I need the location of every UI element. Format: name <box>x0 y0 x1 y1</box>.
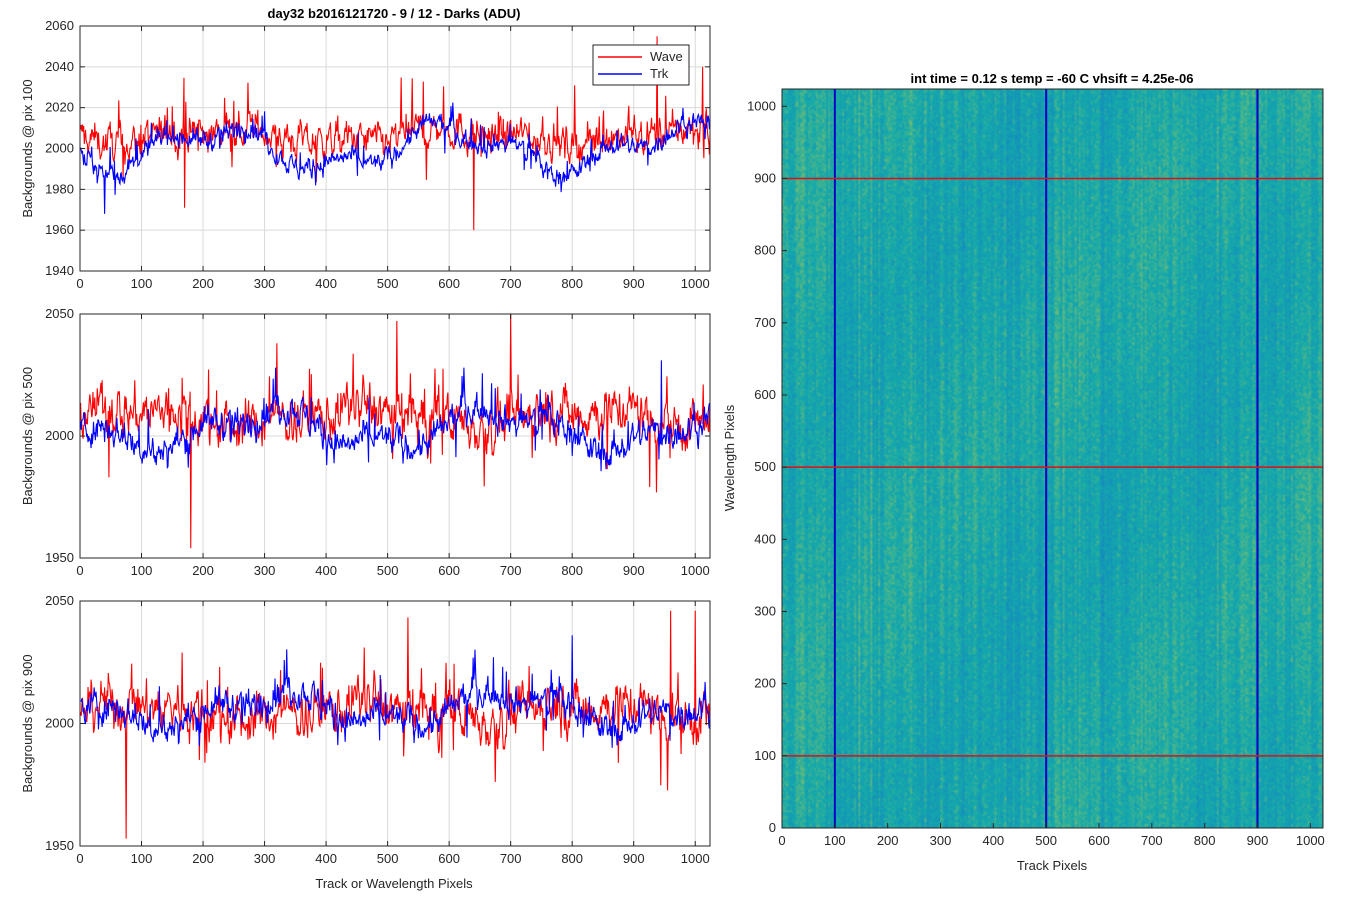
y-tick-label: 2000 <box>45 428 74 443</box>
heatmap-x-tick-label: 300 <box>930 833 952 848</box>
legend: Wave Trk <box>592 44 690 86</box>
heatmap-y-tick-label: 600 <box>754 387 776 402</box>
heatmap-y-tick-label: 0 <box>769 820 776 835</box>
right-title: int time = 0.12 s temp = -60 C vhsift = … <box>911 71 1194 86</box>
left-title: day32 b2016121720 - 9 / 12 - Darks (ADU) <box>268 6 521 21</box>
heatmap-frame <box>781 88 1324 829</box>
y-tick-label: 1950 <box>45 550 74 565</box>
x-tick-label: 900 <box>623 563 645 578</box>
heatmap-x-tick-label: 600 <box>1088 833 1110 848</box>
heatmap-y-tick-label: 100 <box>754 748 776 763</box>
x-tick-label: 1000 <box>681 276 710 291</box>
legend-trk-label: Trk <box>650 66 669 81</box>
x-tick-label: 800 <box>561 851 583 866</box>
y-tick-label: 2050 <box>45 593 74 608</box>
x-tick-label: 700 <box>500 276 522 291</box>
x-tick-label: 900 <box>623 276 645 291</box>
heatmap-y-tick-label: 500 <box>754 459 776 474</box>
y-tick-label: 1940 <box>45 263 74 278</box>
x-tick-label: 1000 <box>681 563 710 578</box>
x-tick-label: 300 <box>254 851 276 866</box>
x-tick-label: 900 <box>623 851 645 866</box>
right-ylabel: Wavelength Pixels <box>722 404 737 511</box>
x-tick-label: 100 <box>131 851 153 866</box>
x-tick-label: 600 <box>438 276 460 291</box>
y-tick-label: 1960 <box>45 222 74 237</box>
heatmap-y-tick-label: 800 <box>754 243 776 258</box>
x-tick-label: 100 <box>131 276 153 291</box>
x-tick-label: 500 <box>377 276 399 291</box>
heatmap-x-tick-label: 400 <box>982 833 1004 848</box>
heatmap-y-tick-label: 1000 <box>747 98 776 113</box>
heatmap-x-tick-label: 800 <box>1194 833 1216 848</box>
x-tick-label: 200 <box>192 563 214 578</box>
y-tick-label: 2020 <box>45 100 74 115</box>
heatmap-x-tick-label: 700 <box>1141 833 1163 848</box>
x-tick-label: 200 <box>192 851 214 866</box>
x-tick-label: 0 <box>76 851 83 866</box>
heatmap-x-tick-label: 900 <box>1247 833 1269 848</box>
heatmap-y-tick-label: 200 <box>754 676 776 691</box>
x-tick-label: 0 <box>76 276 83 291</box>
y-axis-label: Backgrounds @ pix 500 <box>20 367 35 505</box>
y-tick-label: 2000 <box>45 141 74 156</box>
heatmap-panel: 0 100 200 300 400 500 600 700 800 900 1000 0 100 200 3… <box>747 88 1325 848</box>
x-tick-label: 400 <box>315 851 337 866</box>
x-tick-label: 600 <box>438 851 460 866</box>
series-trk-line <box>80 360 711 472</box>
heatmap-x-tick-label: 200 <box>877 833 899 848</box>
y-axis-label: Backgrounds @ pix 100 <box>20 79 35 217</box>
y-tick-label: 1980 <box>45 181 74 196</box>
x-tick-label: 200 <box>192 276 214 291</box>
panel-pix-900: 0 100 200 300 400 500 600 700 800 900 1000 1950 2000… <box>20 593 711 866</box>
legend-box <box>592 44 690 86</box>
series-trk-line <box>80 102 711 214</box>
heatmap-x-tick-label: 100 <box>824 833 846 848</box>
x-tick-label: 500 <box>377 563 399 578</box>
x-tick-label: 600 <box>438 563 460 578</box>
heatmap-x-tick-label: 0 <box>778 833 785 848</box>
heatmap-image <box>782 89 1323 828</box>
x-tick-label: 300 <box>254 276 276 291</box>
x-tick-label: 300 <box>254 563 276 578</box>
y-tick-label: 2060 <box>45 18 74 33</box>
heatmap-y-tick-label: 300 <box>754 603 776 618</box>
series-wave-line <box>80 36 711 231</box>
heatmap-y-tick-label: 400 <box>754 531 776 546</box>
left-xlabel: Track or Wavelength Pixels <box>315 876 473 891</box>
x-tick-label: 400 <box>315 563 337 578</box>
x-tick-label: 800 <box>561 563 583 578</box>
x-tick-label: 700 <box>500 851 522 866</box>
heatmap-y-tick-label: 700 <box>754 315 776 330</box>
legend-wave-label: Wave <box>650 49 683 64</box>
right-xlabel: Track Pixels <box>1017 858 1088 873</box>
x-tick-label: 1000 <box>681 851 710 866</box>
x-tick-label: 700 <box>500 563 522 578</box>
heatmap-x-tick-label: 1000 <box>1296 833 1325 848</box>
heatmap-y-tick-label: 900 <box>754 170 776 185</box>
y-tick-label: 1950 <box>45 838 74 853</box>
panel-pix-500: 0 100 200 300 400 500 600 700 800 900 1000 1950 2000… <box>20 306 711 578</box>
heatmap-x-tick-label: 500 <box>1035 833 1057 848</box>
x-tick-label: 100 <box>131 563 153 578</box>
y-axis-label: Backgrounds @ pix 900 <box>20 654 35 792</box>
series-wave-line <box>80 610 711 839</box>
x-tick-label: 0 <box>76 563 83 578</box>
y-tick-label: 2050 <box>45 306 74 321</box>
series-trk-line <box>80 635 711 748</box>
x-tick-label: 500 <box>377 851 399 866</box>
series-wave-line <box>80 313 711 549</box>
x-tick-label: 800 <box>561 276 583 291</box>
y-tick-label: 2040 <box>45 59 74 74</box>
x-tick-label: 400 <box>315 276 337 291</box>
y-tick-label: 2000 <box>45 716 74 731</box>
